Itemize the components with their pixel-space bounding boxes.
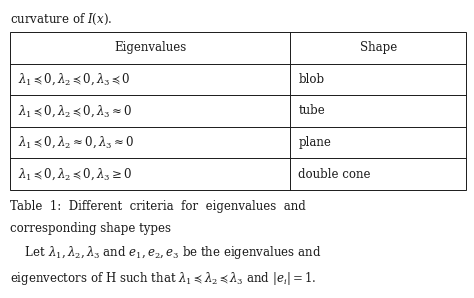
Text: $\lambda_1 \preceq 0, \lambda_2 \preceq 0, \lambda_3 \preceq 0$: $\lambda_1 \preceq 0, \lambda_2 \preceq …	[18, 72, 131, 87]
Text: plane: plane	[299, 136, 331, 149]
Text: curvature of $I(x)$.: curvature of $I(x)$.	[10, 12, 112, 27]
Text: $\lambda_1 \preceq 0, \lambda_2 \preceq 0, \lambda_3 \geq 0$: $\lambda_1 \preceq 0, \lambda_2 \preceq …	[18, 167, 132, 182]
Text: eigenvectors of H such that $\lambda_1 \preceq \lambda_2 \preceq \lambda_3$ and : eigenvectors of H such that $\lambda_1 \…	[10, 270, 317, 287]
Text: Eigenvalues: Eigenvalues	[114, 41, 186, 54]
Text: Let $\lambda_1, \lambda_2, \lambda_3$ and $e_1, e_2, e_3$ be the eigenvalues and: Let $\lambda_1, \lambda_2, \lambda_3$ an…	[10, 244, 321, 261]
Text: $\lambda_1 \preceq 0, \lambda_2 \preceq 0, \lambda_3 \approx 0$: $\lambda_1 \preceq 0, \lambda_2 \preceq …	[18, 103, 132, 119]
Text: corresponding shape types: corresponding shape types	[10, 222, 171, 235]
Text: Shape: Shape	[360, 41, 397, 54]
Text: Table  1:  Different  criteria  for  eigenvalues  and: Table 1: Different criteria for eigenval…	[10, 200, 306, 213]
Text: tube: tube	[299, 105, 325, 117]
Text: $\lambda_1 \preceq 0, \lambda_2 \approx 0, \lambda_3 \approx 0$: $\lambda_1 \preceq 0, \lambda_2 \approx …	[18, 135, 134, 150]
Text: blob: blob	[299, 73, 325, 86]
Text: double cone: double cone	[299, 168, 371, 181]
Bar	[10, 32, 466, 190]
